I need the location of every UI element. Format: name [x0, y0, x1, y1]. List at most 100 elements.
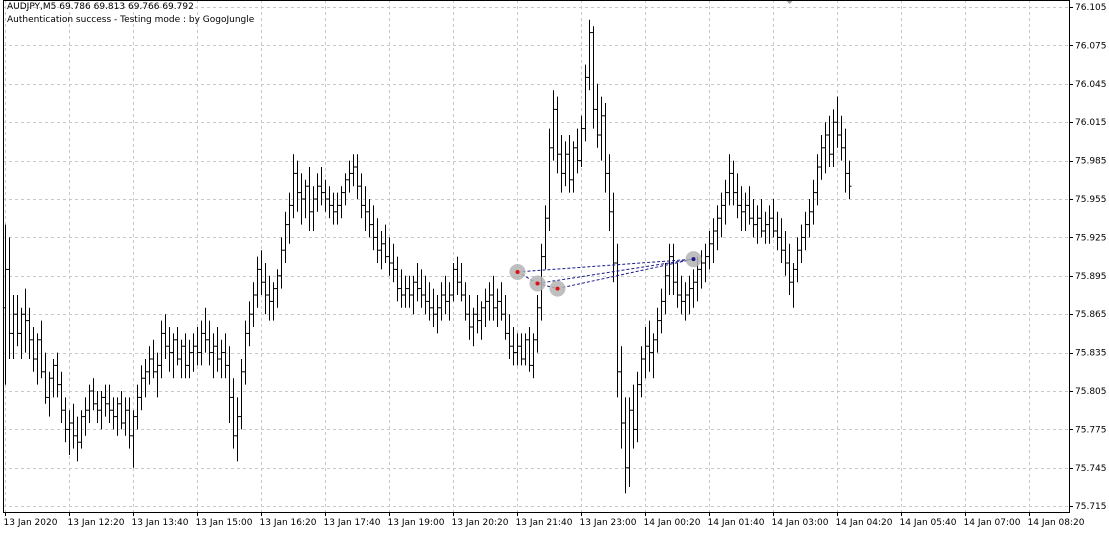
- ohlc-bar: [523, 333, 528, 366]
- ohlc-bar: [583, 64, 588, 142]
- ohlc-bar: [607, 154, 612, 231]
- ohlc-bar: [563, 141, 568, 187]
- ohlc-bar: [215, 327, 220, 372]
- pattern-point-dot: [555, 286, 560, 291]
- ohlc-bar: [483, 288, 488, 327]
- pattern-line: [517, 271, 538, 284]
- ohlc-bar: [263, 263, 268, 315]
- ohlc-bar: [307, 167, 312, 231]
- ohlc-bar: [123, 397, 128, 436]
- ohlc-bar: [303, 179, 308, 219]
- ohlc-bar: [635, 371, 640, 443]
- ohlc-bar: [183, 333, 188, 379]
- ohlc-bar: [35, 333, 40, 385]
- ohlc-bar: [443, 275, 448, 315]
- ohlc-bar: [195, 327, 200, 366]
- y-tick-label: 75.835: [1075, 349, 1107, 359]
- ohlc-bar: [463, 282, 468, 321]
- ohlc-bar: [775, 211, 780, 251]
- ohlc-bar: [451, 263, 456, 302]
- ohlc-bar: [155, 352, 160, 398]
- ohlc-bar: [403, 275, 408, 308]
- ohlc-bar: [363, 186, 368, 231]
- ohlc-bar: [355, 154, 360, 199]
- ohlc-bar: [383, 224, 388, 263]
- ohlc-bar: [335, 192, 340, 225]
- ohlc-bar: [727, 154, 732, 206]
- ohlc-bar: [199, 320, 204, 366]
- ohlc-bar: [315, 173, 320, 212]
- ohlc-bar: [747, 186, 752, 225]
- ohlc-bar: [567, 135, 572, 193]
- ohlc-bar: [287, 192, 292, 244]
- pattern-line: [517, 258, 694, 273]
- ohlc-bar: [659, 288, 664, 334]
- ohlc-bar: [843, 128, 848, 193]
- ohlc-bar: [823, 122, 828, 174]
- ohlc-bar: [687, 275, 692, 315]
- ohlc-bar: [251, 282, 256, 327]
- ohlc-bar: [39, 320, 44, 379]
- x-tick-label: 14 Jan 04:20: [836, 518, 893, 528]
- ohlc-bar: [247, 301, 252, 347]
- ohlc-bar: [283, 211, 288, 263]
- ohlc-bar: [223, 333, 228, 379]
- ohlc-bar: [147, 346, 152, 385]
- pattern-line: [557, 258, 694, 290]
- ohlc-bars: [3, 19, 852, 494]
- ohlc-bar: [7, 237, 12, 359]
- ohlc-bar: [503, 295, 508, 340]
- ohlc-bar: [187, 339, 192, 379]
- ohlc-bar: [447, 282, 452, 321]
- ohlc-bar: [151, 339, 156, 379]
- ohlc-bar: [331, 192, 336, 225]
- ohlc-bar: [479, 301, 484, 340]
- ohlc-bar: [831, 109, 836, 167]
- y-tick-label: 76.105: [1075, 3, 1107, 13]
- x-tick-label: 14 Jan 05:40: [900, 518, 957, 528]
- ohlc-bar: [419, 269, 424, 308]
- price-axis: 76.105 76.075 76.045 76.015 75.985 75.955 75.9…: [1069, 3, 1107, 512]
- ohlc-bar: [63, 397, 68, 443]
- x-tick-label: 13 Jan 15:00: [196, 518, 253, 528]
- ohlc-bar: [111, 397, 116, 430]
- time-axis: 13 Jan 2020 13 Jan 12:20 13 Jan 13:40 13 Ja…: [4, 512, 1085, 528]
- ohlc-bar: [139, 365, 144, 411]
- y-tick-label: 75.955: [1075, 195, 1107, 205]
- ohlc-bar: [343, 173, 348, 206]
- ohlc-bar: [71, 403, 76, 449]
- ohlc-bar: [327, 186, 332, 219]
- ohlc-bar: [107, 384, 112, 423]
- ohlc-bar: [159, 320, 164, 379]
- ohlc-bar: [351, 154, 356, 187]
- ohlc-bar: [19, 307, 24, 359]
- x-tick-label: 14 Jan 01:40: [708, 518, 765, 528]
- y-tick-label: 75.865: [1075, 310, 1107, 320]
- x-tick-label: 13 Jan 21:40: [516, 518, 573, 528]
- ohlc-bar: [475, 295, 480, 334]
- ohlc-bar: [795, 237, 800, 283]
- y-tick-label: 75.985: [1075, 157, 1107, 167]
- ohlc-bar: [231, 378, 236, 449]
- ohlc-bar: [651, 333, 656, 379]
- pattern-overlay: [509, 0, 794, 297]
- x-tick-label: 13 Jan 16:20: [260, 518, 317, 528]
- ohlc-bar: [391, 243, 396, 283]
- ohlc-bar: [499, 282, 504, 321]
- ohlc-bar: [815, 154, 820, 206]
- ohlc-bar: [239, 359, 244, 430]
- ohlc-bar: [47, 371, 52, 417]
- ohlc-bar: [691, 269, 696, 308]
- ohlc-bar: [755, 205, 760, 244]
- ohlc-bar: [23, 288, 28, 353]
- ohlc-bar: [91, 378, 96, 411]
- ohlc-bar: [279, 237, 284, 289]
- ohlc-bar: [55, 352, 60, 398]
- ohlc-bar: [787, 243, 792, 295]
- x-tick-label: 14 Jan 08:20: [1028, 518, 1085, 528]
- x-tick-label: 14 Jan 03:00: [772, 518, 829, 528]
- ohlc-bar: [655, 307, 660, 353]
- ohlc-bar: [339, 186, 344, 219]
